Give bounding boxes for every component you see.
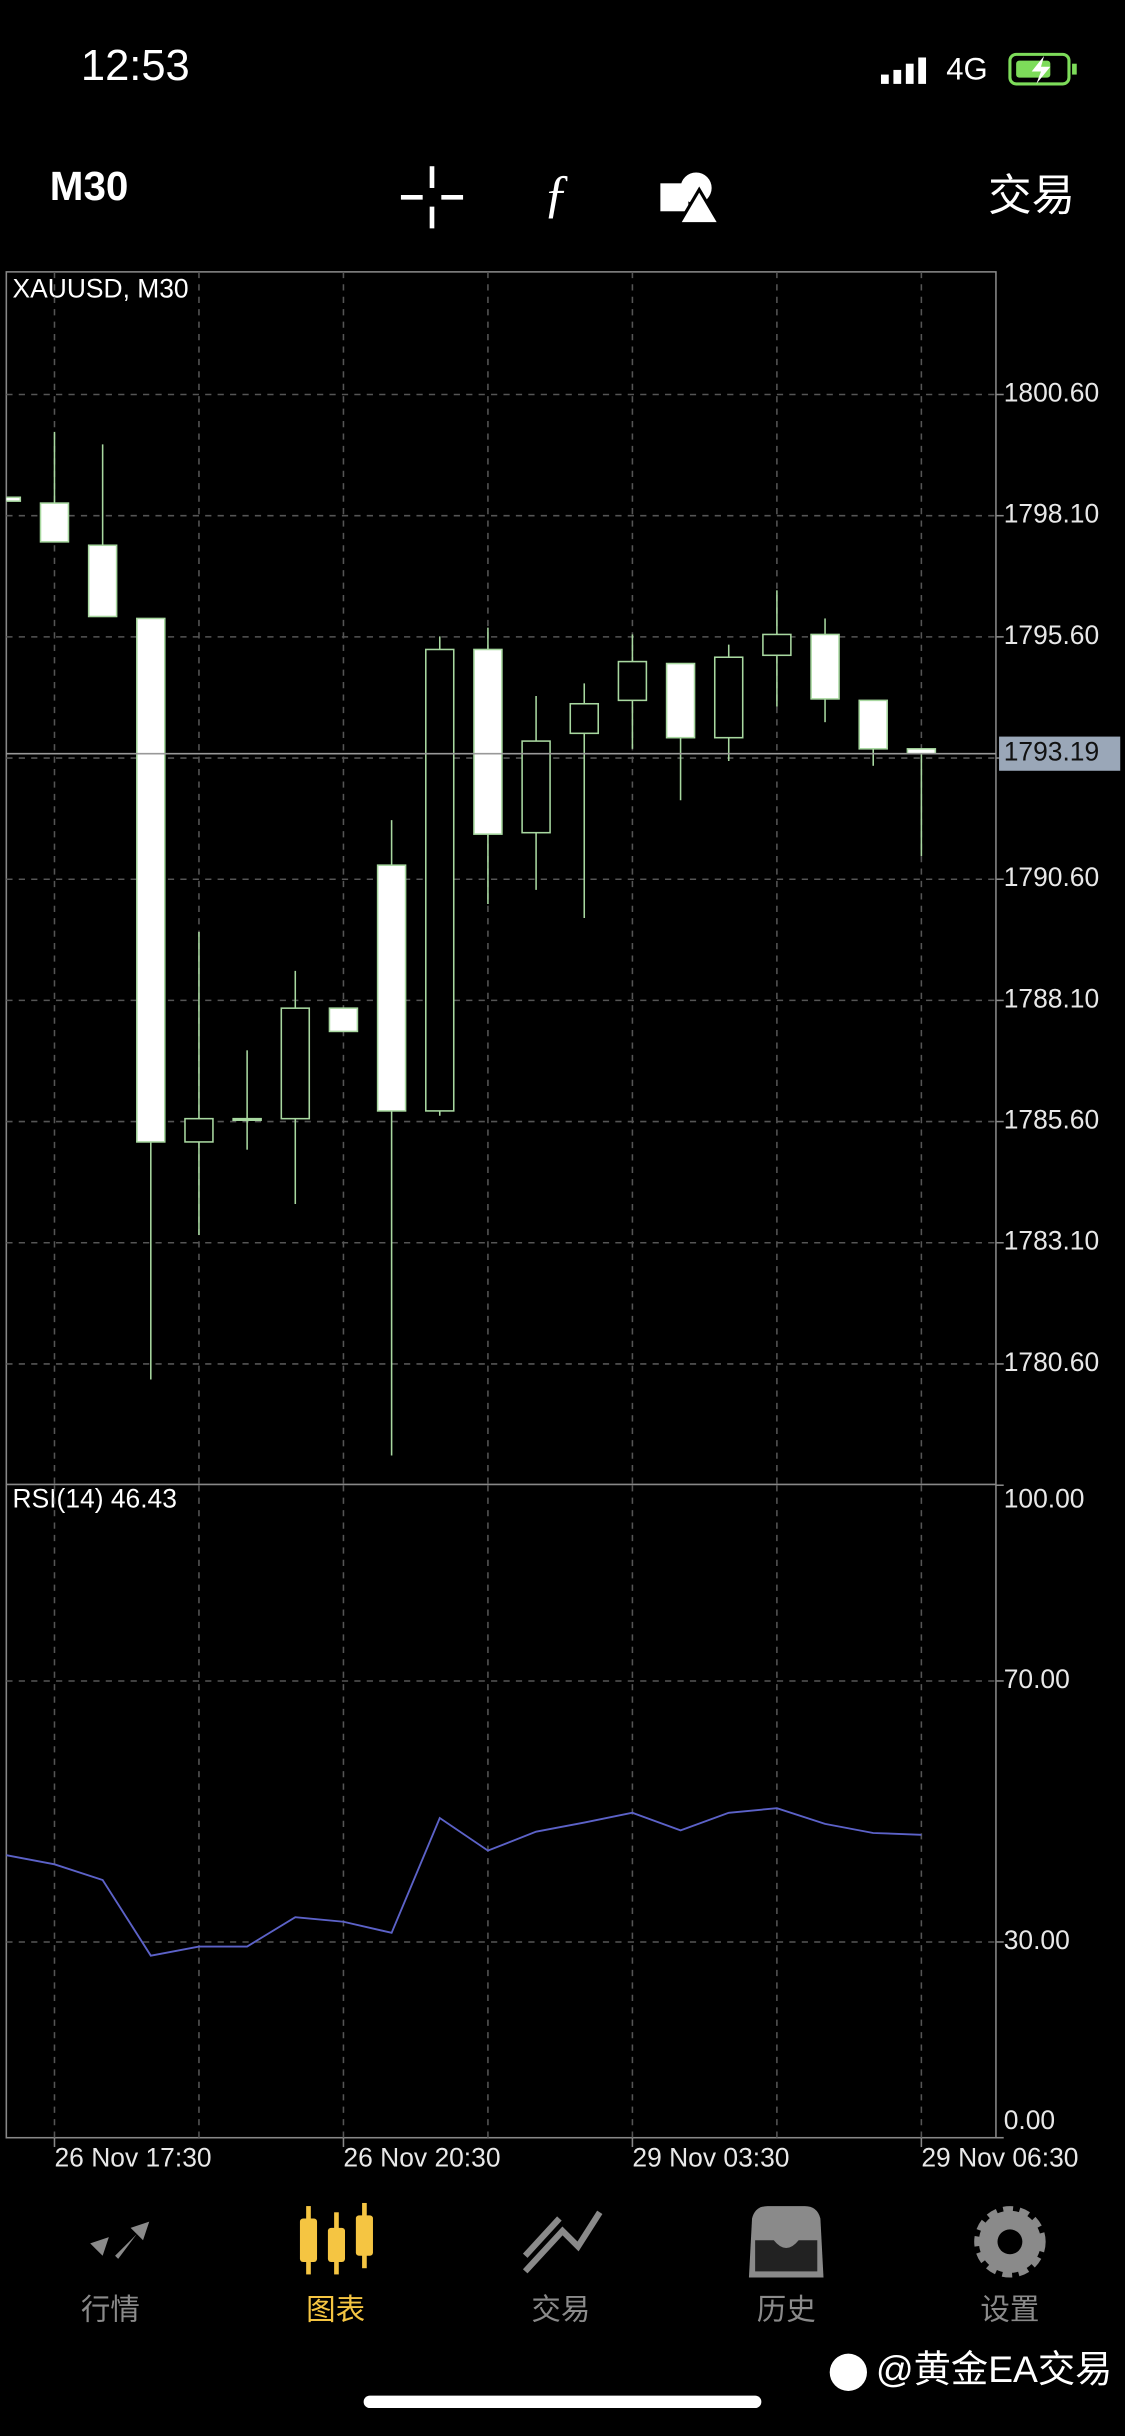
y-tick-label: 0.00: [1004, 2105, 1055, 2135]
price-label: 1793.19: [1004, 737, 1099, 767]
candle-body: [569, 702, 600, 735]
series: [6, 1807, 922, 1957]
chart-frame: [5, 271, 997, 2139]
tab-settings-icon: [974, 2206, 1046, 2278]
timeframe-button[interactable]: M30: [50, 163, 129, 209]
candle-body: [617, 660, 648, 702]
status-network: 4G: [946, 52, 987, 87]
crosshair-button[interactable]: [400, 166, 464, 229]
candle-body: [810, 633, 840, 700]
battery-icon: [1008, 52, 1077, 86]
tab-label[interactable]: 历史: [757, 2294, 816, 2327]
y-tick-label: 1788.10: [1004, 983, 1099, 1013]
rsi-title: RSI(14) 46.43: [13, 1484, 177, 1514]
y-tick-label: 1783.10: [1004, 1226, 1099, 1256]
tab-trade-icon: [522, 2210, 603, 2274]
y-tick-label: 1780.60: [1004, 1347, 1099, 1377]
tab-label[interactable]: 图表: [306, 2294, 365, 2327]
candle-body: [858, 699, 888, 750]
objects-button[interactable]: [660, 172, 723, 226]
tab-quotes-icon: [74, 2221, 150, 2272]
y-tick-label: 100.00: [1004, 1484, 1085, 1514]
indicators-button[interactable]: ƒ: [543, 165, 569, 223]
candle-body: [39, 502, 70, 543]
y-tick-label: 70.00: [1004, 1664, 1070, 1694]
candle-body: [232, 1117, 262, 1122]
home-indicator: [363, 2395, 762, 2409]
watermark-logo: [829, 2353, 867, 2391]
plot: 1800.601798.101795.601793.101790.601788.…: [6, 271, 1121, 2172]
series: [6, 431, 937, 1456]
x-tick-label: 29 Nov 06:30: [921, 2142, 1078, 2172]
candle-body: [473, 648, 503, 835]
candle-body: [376, 864, 407, 1112]
candle-body: [328, 1007, 359, 1033]
rsi-line: [6, 1807, 922, 1957]
candle-body: [136, 617, 166, 1143]
y-tick-label: 1800.60: [1004, 377, 1099, 407]
x-tick-label: 26 Nov 20:30: [343, 2142, 500, 2172]
y-tick-label: 1795.60: [1004, 620, 1099, 650]
candle-body: [6, 496, 22, 502]
tab-label[interactable]: 设置: [980, 2294, 1039, 2327]
candle-body: [665, 662, 696, 739]
x-tick-label: 26 Nov 17:30: [54, 2142, 211, 2172]
signal-icon: [880, 57, 927, 84]
y-tick-label: 1798.10: [1004, 499, 1099, 529]
status-time: 12:53: [81, 42, 190, 90]
candle-body: [87, 544, 118, 618]
tab-chart-icon: [299, 2202, 373, 2275]
candle-body: [713, 656, 744, 739]
chart-title: XAUUSD, M30: [13, 273, 189, 303]
candle-body: [184, 1117, 214, 1143]
x-tick-label: 29 Nov 03:30: [632, 2142, 789, 2172]
trade-button[interactable]: 交易: [988, 172, 1075, 220]
watermark: @黄金EA交易: [876, 2348, 1113, 2390]
y-tick-label: 1790.60: [1004, 862, 1099, 892]
candle-body: [762, 633, 792, 657]
candle-body: [425, 648, 455, 1112]
candle-body: [521, 740, 551, 834]
tab-history-icon: [748, 2206, 824, 2278]
candle-body: [280, 1007, 311, 1120]
tab-label[interactable]: 行情: [81, 2294, 140, 2327]
price-label-box: [999, 736, 1121, 771]
y-tick-label: 1785.60: [1004, 1105, 1099, 1135]
tab-label[interactable]: 交易: [531, 2294, 590, 2327]
y-tick-label: 30.00: [1004, 1925, 1070, 1955]
